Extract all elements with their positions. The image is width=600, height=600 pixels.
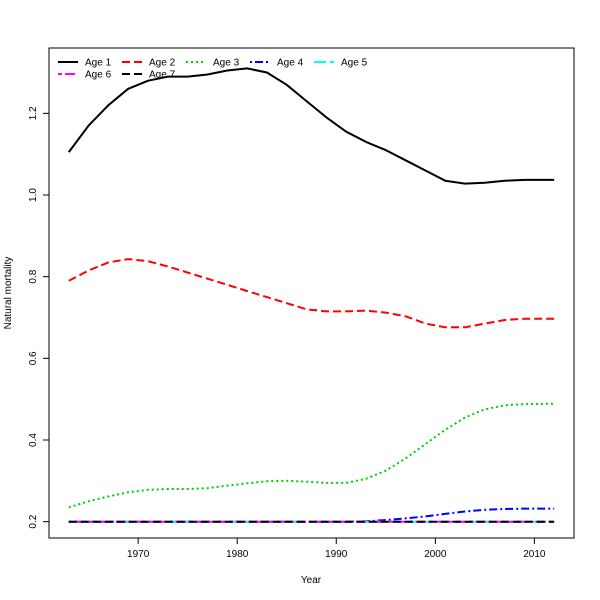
series-line-age-4 [68,507,555,523]
series-lines [67,67,555,523]
y-axis-title: Natural mortality [3,257,14,330]
y-tick-label: 0.2 [28,514,39,528]
series-line-age-1 [67,67,555,185]
series-line-age-2 [68,258,555,329]
plot-frame [48,47,575,539]
y-tick-label: 0.8 [28,269,39,283]
legend-label: Age 2 [149,58,176,69]
x-tick-label: 1980 [226,549,249,560]
y-axis: 0.2 0.4 0.6 0.8 1.0 1.2 [28,106,49,529]
y-tick-label: 0.6 [28,351,39,365]
series-line-age-3 [68,402,555,509]
legend-item-age-7: Age 7 [122,70,176,81]
legend-item-age-5: Age 5 [314,58,368,69]
legend-label: Age 1 [85,58,112,69]
x-axis: 1970 1980 1990 2000 2010 [127,538,546,560]
legend-label: Age 7 [149,70,176,81]
legend-item-age-2: Age 2 [122,58,176,69]
y-tick-label: 1.2 [28,106,39,120]
legend-label: Age 5 [341,58,368,69]
legend-label: Age 4 [277,58,304,69]
y-tick-label: 1.0 [28,188,39,202]
y-tick-label: 0.4 [28,433,39,447]
legend-item-age-6: Age 6 [58,70,112,81]
legend-item-age-1: Age 1 [58,58,112,69]
x-tick-label: 2000 [424,549,447,560]
legend-label: Age 3 [213,58,240,69]
x-axis-title: Year [301,575,322,586]
x-tick-label: 1990 [325,549,348,560]
legend-item-age-4: Age 4 [250,58,304,69]
legend-item-age-3: Age 3 [186,58,240,69]
x-tick-label: 2010 [523,549,546,560]
legend-label: Age 6 [85,70,112,81]
legend: Age 1 Age 2 Age 3 Age 4 Age 5 Age 6 Age 7 [58,58,368,81]
x-tick-label: 1970 [127,549,150,560]
